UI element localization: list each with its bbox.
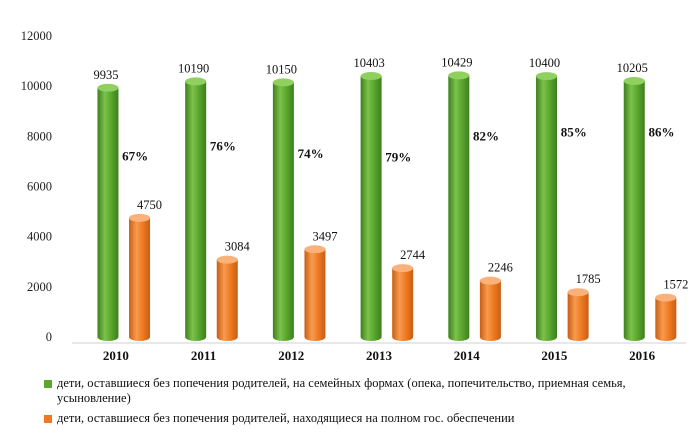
- x-tick-label: 2013: [366, 348, 393, 363]
- legend-swatch-orange: [44, 415, 52, 423]
- legend-item-green: дети, оставшиеся без попечения родителей…: [44, 376, 684, 406]
- bar-orange: [216, 259, 238, 341]
- bar-top-green: [360, 72, 382, 81]
- data-label: 10205: [617, 61, 648, 75]
- data-label: 9935: [93, 68, 118, 82]
- percent-annotation: 74%: [298, 146, 324, 161]
- data-label: 2744: [400, 248, 426, 262]
- bar-green: [97, 87, 119, 341]
- bar-top-orange: [129, 213, 151, 222]
- percent-annotation: 82%: [473, 128, 499, 143]
- percent-annotation: 76%: [210, 138, 236, 153]
- y-tick-label: 6000: [27, 180, 52, 194]
- bar-green: [623, 81, 645, 341]
- bar-top-green: [448, 71, 470, 80]
- bar-orange: [304, 249, 326, 341]
- bar-green: [185, 81, 207, 342]
- bar-orange: [129, 217, 151, 341]
- legend-swatch-green: [44, 380, 52, 388]
- y-tick-label: 8000: [27, 129, 52, 143]
- bar-top-orange: [479, 276, 501, 285]
- bar-orange: [567, 292, 589, 341]
- legend-label-orange: дети, оставшиеся без попечения родителей…: [57, 411, 515, 425]
- data-label: 10190: [178, 61, 209, 75]
- bar-green: [272, 82, 294, 341]
- bar-top-green: [185, 77, 207, 86]
- bar-top-green: [536, 72, 558, 81]
- bar-top-orange: [392, 264, 414, 273]
- legend-item-orange: дети, оставшиеся без попечения родителей…: [44, 411, 684, 426]
- bar-top-green: [272, 78, 294, 87]
- x-tick-label: 2011: [191, 348, 216, 363]
- data-label: 3497: [312, 229, 337, 243]
- bar-top-orange: [655, 293, 677, 302]
- y-tick-label: 0: [46, 330, 52, 344]
- percent-annotation: 79%: [385, 150, 411, 165]
- bar-green: [448, 75, 470, 341]
- percent-annotation: 67%: [122, 148, 148, 163]
- data-label: 2246: [488, 261, 513, 275]
- bar-orange: [655, 297, 677, 341]
- bar-orange: [392, 268, 414, 341]
- bar-green: [536, 76, 558, 341]
- legend-label-green: дети, оставшиеся без попечения родителей…: [57, 376, 626, 405]
- legend: дети, оставшиеся без попечения родителей…: [44, 376, 684, 426]
- data-label: 10150: [266, 62, 297, 76]
- bar-top-orange: [567, 288, 589, 297]
- percent-annotation: 86%: [648, 125, 674, 140]
- y-tick-label: 2000: [27, 280, 52, 294]
- x-tick-label: 2015: [541, 348, 568, 363]
- bar-top-orange: [216, 255, 238, 264]
- x-tick-label: 2010: [103, 348, 129, 363]
- y-tick-label: 12000: [21, 29, 52, 43]
- data-label: 1785: [576, 272, 601, 286]
- y-tick-label: 10000: [21, 79, 52, 93]
- data-label: 10400: [529, 56, 560, 70]
- bar-top-green: [97, 83, 119, 92]
- bar-top-orange: [304, 245, 326, 254]
- data-label: 4750: [137, 198, 162, 212]
- data-label: 10429: [441, 55, 472, 69]
- data-label: 3084: [225, 240, 251, 254]
- x-tick-label: 2012: [278, 348, 304, 363]
- x-tick-label: 2016: [629, 348, 656, 363]
- data-label: 1572: [663, 278, 688, 292]
- bar-top-green: [623, 77, 645, 86]
- data-label: 10403: [353, 56, 384, 70]
- y-tick-label: 4000: [27, 230, 52, 244]
- bar-green: [360, 76, 382, 342]
- percent-annotation: 85%: [561, 125, 587, 140]
- bar-orange: [479, 280, 501, 341]
- x-tick-label: 2014: [454, 348, 481, 363]
